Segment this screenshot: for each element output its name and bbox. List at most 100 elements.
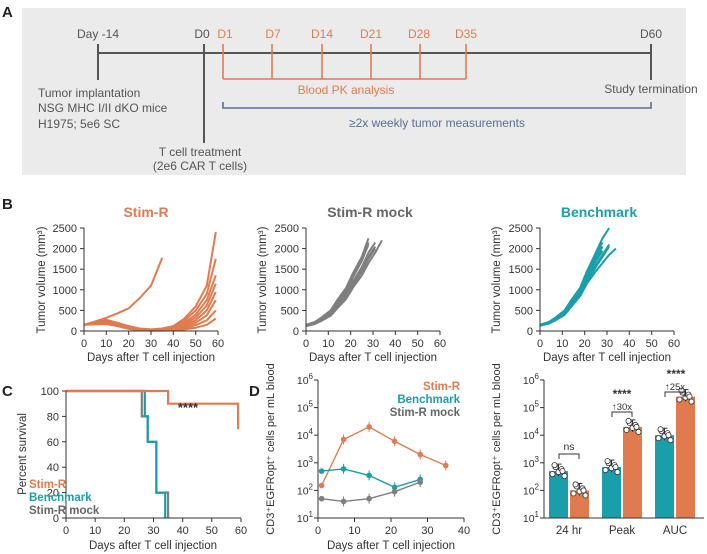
xtick-label: 10: [556, 338, 568, 350]
ytick-label: 500: [515, 305, 533, 317]
chart-d1-ytick-labels: 106 105 104 103 102 101: [297, 372, 314, 525]
xtick-label: 30: [421, 525, 433, 537]
chart-d-pk-timecourse: 106 105 104 103 102 101 0 10 20 30 40 Da…: [265, 363, 470, 552]
pk-analysis-label: Blood PK analysis: [298, 83, 395, 97]
ytick-label: 103: [297, 455, 314, 470]
pk-bracket: [222, 44, 467, 80]
xtick-label: 30: [367, 338, 379, 350]
bar-datapoint: [676, 396, 683, 403]
ytick-label: 1500: [509, 264, 533, 276]
chart-b3-xlabel: Days after T cell injection: [543, 352, 671, 364]
xtick-label: 20: [579, 338, 591, 350]
chart-b2-axes: [302, 227, 441, 335]
ytick-label: 1500: [53, 264, 77, 276]
xtick-label: 40: [623, 338, 635, 350]
ytick-label: 104: [523, 427, 540, 442]
ytick-label: 103: [523, 455, 540, 470]
label-pk-d28: D28: [408, 27, 430, 41]
pk-point: [318, 468, 325, 474]
ytick-label: 106: [297, 372, 314, 387]
ytick-label: 105: [297, 400, 314, 415]
xtick-label: 50: [190, 338, 202, 350]
ytick-label: 1000: [53, 285, 77, 297]
chart-d2-axes: [540, 379, 704, 519]
pk-series-line: [321, 468, 421, 489]
ytick-label: 500: [59, 305, 77, 317]
xtick-label: 10: [89, 525, 101, 537]
tumor-curve: [539, 245, 611, 327]
bar-datapoint: [655, 435, 662, 442]
bar-datapoint: [614, 469, 621, 476]
bar-datapoint: [686, 393, 693, 400]
ytick-label: 104: [297, 427, 314, 442]
panel-label-c: C: [2, 383, 13, 400]
chart-b1-ylabel: Tumor volume (mm³): [36, 226, 48, 333]
chart-d1-axes: [314, 379, 465, 522]
xtick-label: 60: [212, 338, 224, 350]
chart-b1-ytick-labels: 2500 2000 1500 1000 500 0: [53, 223, 77, 338]
ytick-label: 2000: [53, 244, 77, 256]
panel-label-a: A: [2, 4, 13, 21]
ytick-label: 0: [53, 513, 59, 525]
ytick-label: 102: [297, 482, 314, 497]
xtick-label: 40: [167, 338, 179, 350]
chart-d1-series: [318, 421, 449, 507]
bar-datapoint: [635, 428, 642, 435]
tumor-curve: [305, 242, 370, 327]
xtick-label: 30: [601, 338, 613, 350]
pk-point: [366, 472, 372, 479]
chart-d2-ytick-labels: 106 105 104 103 102 101: [523, 372, 540, 525]
chart-c-axes: [62, 390, 242, 522]
label-pk-d7: D7: [265, 27, 281, 41]
ytick-label: 20: [47, 488, 59, 500]
chart-b-benchmark: Benchmark 2500 2000 1500 1000 500 0 0 10…: [491, 204, 680, 364]
chart-d1-ylabel: CD3⁺EGFRopt⁺ cells per mL blood: [265, 363, 277, 534]
pk-point: [340, 466, 347, 472]
tumor-curve: [539, 247, 617, 327]
bar-datapoint: [582, 492, 589, 499]
bar: [602, 467, 621, 518]
pk-point: [443, 462, 449, 469]
xtick-label: 40: [177, 525, 189, 537]
xtick-label: 10: [100, 338, 112, 350]
xtick-label: 20: [118, 525, 130, 537]
ytick-label: 101: [297, 510, 314, 525]
bar-datapoint: [572, 481, 579, 488]
ytick-label: 1500: [275, 264, 299, 276]
chart-c-xtick-labels: 0 10 20 30 40 50 60: [63, 525, 247, 537]
xtick-label: 60: [235, 525, 247, 537]
chart-b3-lines: [539, 227, 617, 327]
xtick-label: 30: [147, 525, 159, 537]
chart-b-stim-r-mock: Stim-R mock 2500 2000 1500 1000 500 0 0 …: [257, 204, 446, 364]
pk-point: [366, 424, 372, 430]
implant-line-3: H1975; 5e6 SC: [38, 117, 120, 131]
category-label: 24 hr: [556, 525, 582, 537]
chart-d2-annotation-auc: ****: [667, 367, 686, 381]
chart-b2-ylabel: Tumor volume (mm³): [257, 226, 269, 333]
ytick-label: 106: [523, 372, 540, 387]
xtick-label: 20: [345, 338, 357, 350]
xtick-label: 40: [458, 525, 470, 537]
tcell-treatment-line-2: (2e6 CAR T cells): [153, 159, 247, 173]
chart-d2-bars: [549, 387, 695, 518]
pk-point: [318, 495, 325, 502]
bar-datapoint: [561, 473, 568, 480]
legend-c-benchmark: Benchmark: [29, 492, 92, 504]
xtick-label: 50: [646, 338, 658, 350]
chart-b1-xtick-labels: 0 10 20 30 40 50 60: [81, 338, 224, 350]
tumor-curve: [305, 237, 370, 326]
chart-b2-xtick-labels: 0 10 20 30 40 50 60: [303, 338, 446, 350]
ytick-label: 2000: [509, 244, 533, 256]
pk-series-line: [320, 426, 447, 486]
bar-datapoint: [604, 458, 611, 465]
label-pk-d14: D14: [311, 27, 333, 41]
study-termination-label: Study termination: [604, 82, 697, 96]
bar: [676, 396, 695, 518]
chart-b2-xlabel: Days after T cell injection: [309, 352, 437, 364]
xtick-label: 40: [389, 338, 401, 350]
xtick-label: 30: [145, 338, 157, 350]
chart-c-ytick-labels: 100 80 60 40 20 0: [41, 386, 59, 525]
bar-datapoint: [580, 487, 587, 494]
chart-b-stim-r: Stim-R 2500 2000 1500 1000 500 0 0 10 20…: [36, 204, 224, 364]
survival-curve: [66, 389, 167, 518]
